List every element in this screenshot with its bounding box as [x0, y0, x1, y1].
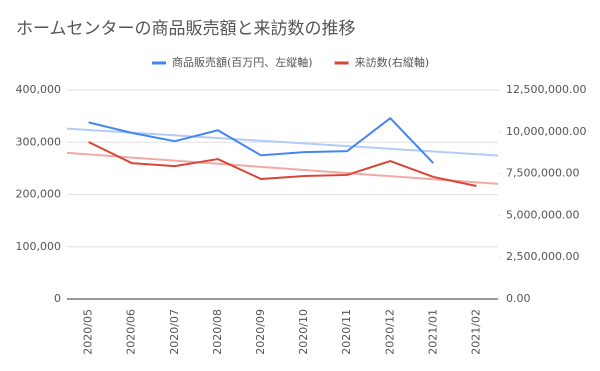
y2-tick-label: 7,500,000.00	[506, 167, 579, 180]
y-tick-label: 0	[54, 292, 61, 305]
x-tick-label: 2020/07	[168, 309, 181, 355]
chart-title: ホームセンターの商品販売額と来訪数の推移	[16, 19, 356, 39]
x-tick-label: 2020/06	[125, 309, 138, 355]
x-tick-label: 2021/01	[426, 309, 439, 355]
legend-label: 来訪数(右縦軸)	[355, 55, 430, 69]
x-tick-label: 2020/10	[297, 309, 310, 355]
y-tick-label: 300,000	[16, 135, 62, 148]
trendline	[66, 151, 499, 185]
x-tick-label: 2020/09	[254, 309, 267, 355]
x-tick-label: 2020/11	[340, 309, 353, 355]
y-tick-label: 200,000	[16, 188, 62, 201]
x-tick-label: 2020/12	[383, 309, 396, 355]
data-line	[88, 141, 477, 187]
x-tick-label: 2021/02	[469, 309, 482, 355]
y2-tick-label: 12,500,000.00	[506, 83, 586, 96]
data-line	[88, 117, 435, 164]
legend: 商品販売額(百万円、左縦軸) 来訪数(右縦軸)	[152, 55, 429, 69]
y2-tick-label: 10,000,000.00	[506, 125, 586, 138]
y2-tick-label: 2,500,000.00	[506, 250, 579, 263]
legend-label: 商品販売額(百万円、左縦軸)	[172, 55, 313, 69]
trendline	[66, 127, 499, 157]
y2-tick-label: 5,000,000.00	[506, 208, 579, 221]
x-tick-label: 2020/08	[211, 309, 224, 355]
x-tick-label: 2020/05	[82, 309, 95, 355]
y-tick-label: 400,000	[16, 83, 62, 96]
y-tick-label: 100,000	[16, 240, 62, 253]
y2-tick-label: 0.00	[506, 292, 531, 305]
